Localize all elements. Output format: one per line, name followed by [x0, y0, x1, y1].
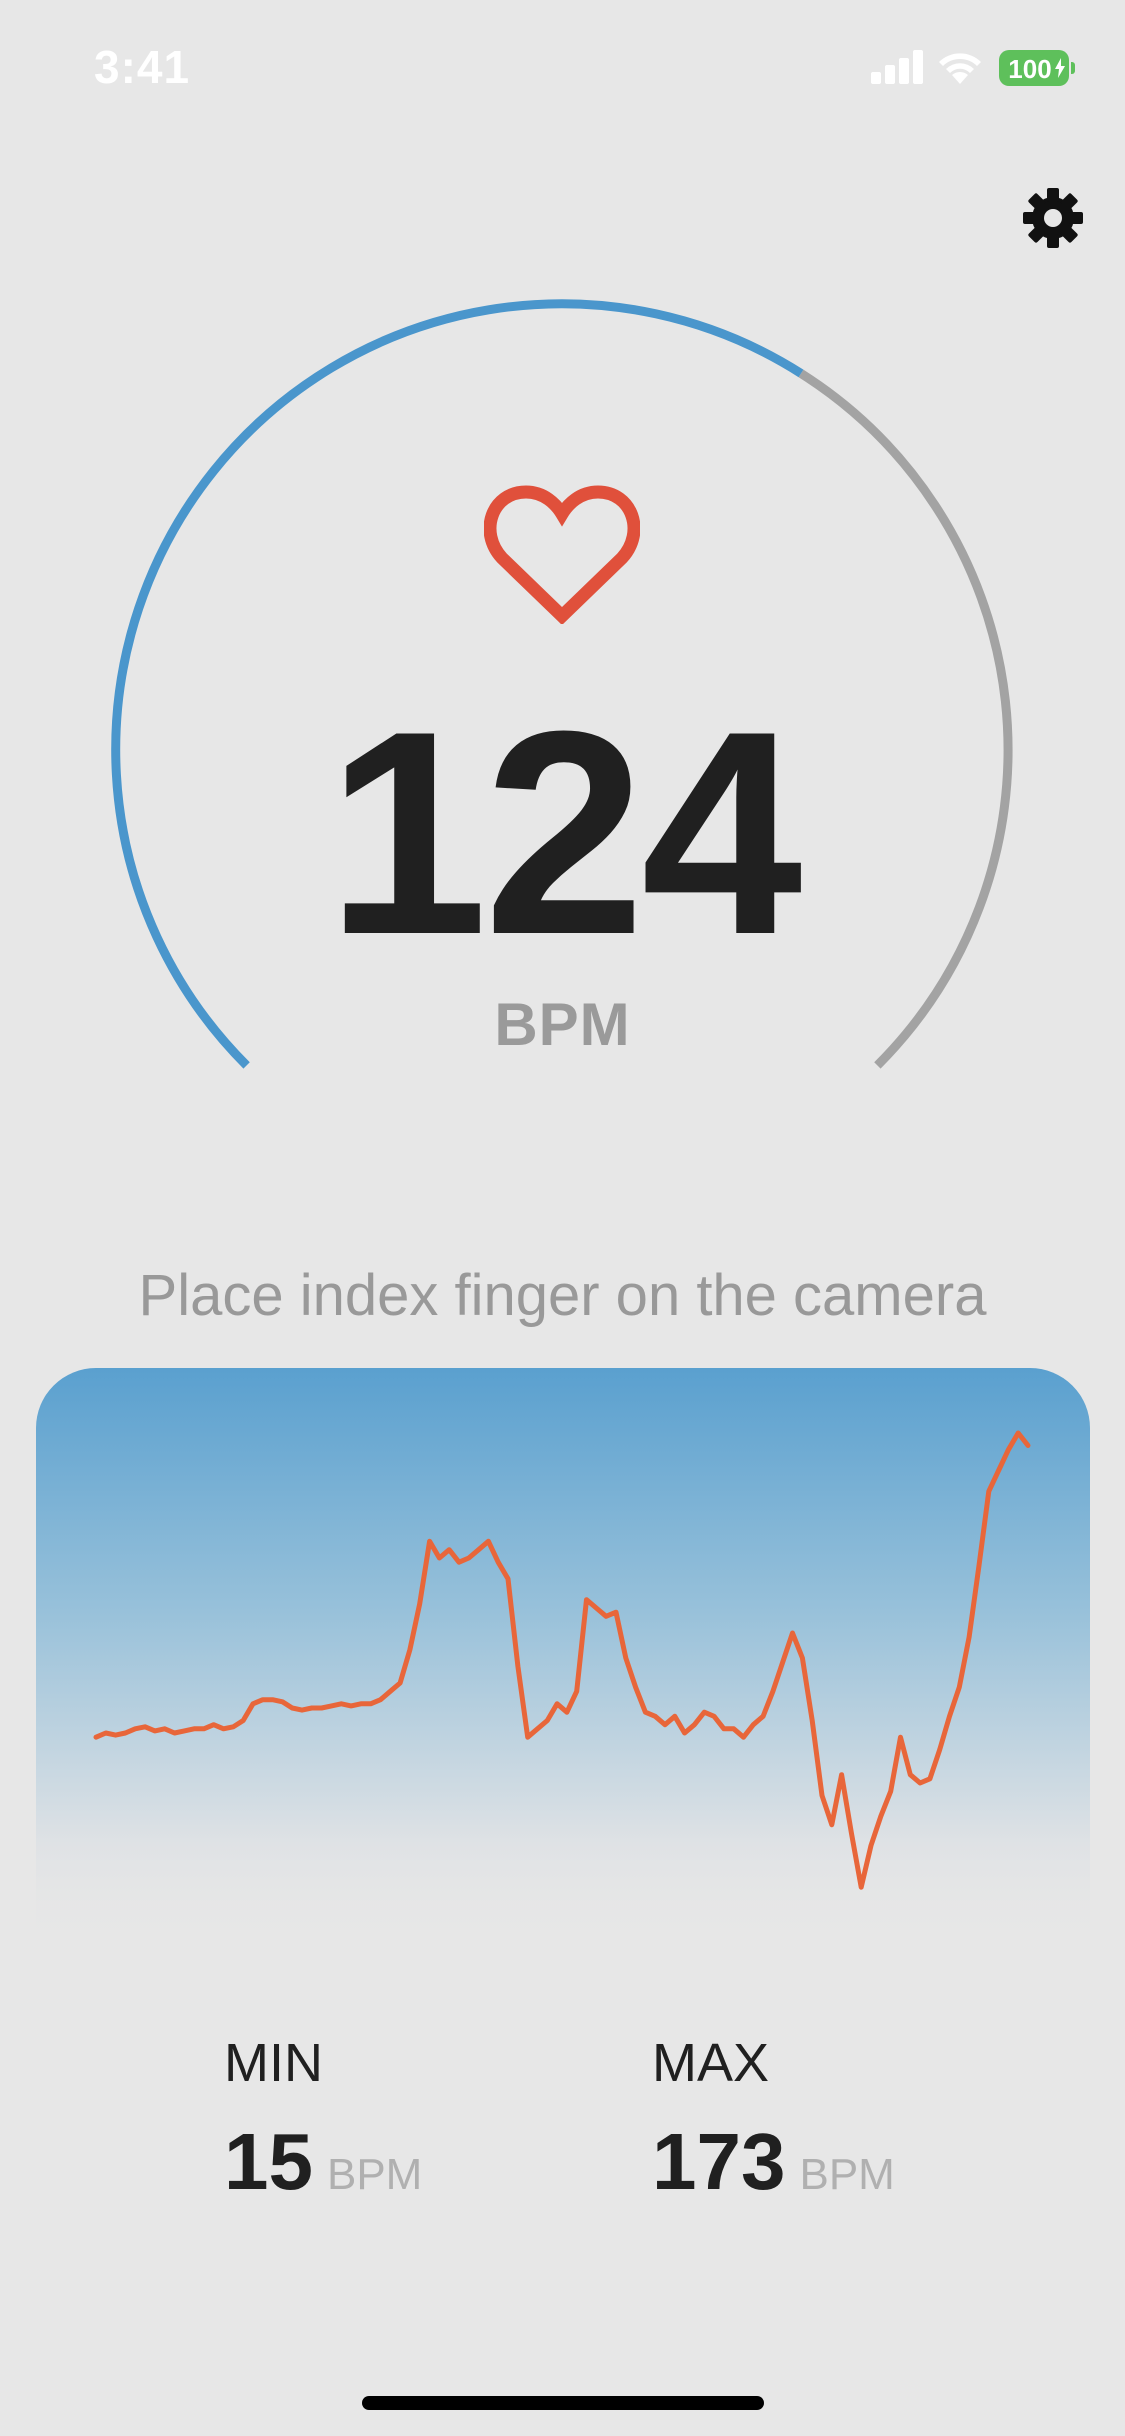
max-value: 173 — [652, 2117, 786, 2206]
bolt-icon — [1055, 58, 1065, 78]
bpm-gauge — [111, 299, 1013, 1069]
status-icons: 100 — [871, 44, 1077, 94]
instruction-text: Place index finger on the camera — [138, 1263, 987, 1328]
min-stat: MIN 15 BPM — [224, 2036, 422, 2208]
battery-icon: 100 — [999, 50, 1075, 86]
status-time: 3:41 — [94, 41, 191, 93]
status-bar: 3:41 100 — [0, 0, 1125, 140]
pulse-line — [93, 1430, 1031, 1890]
min-unit: BPM — [326, 2150, 423, 2199]
pulse-chart-svg — [36, 1368, 1090, 1948]
bpm-unit: BPM — [494, 991, 631, 1058]
min-label: MIN — [224, 2033, 323, 2093]
gear-icon[interactable] — [1021, 186, 1085, 250]
battery-cap — [1071, 62, 1075, 74]
pulse-chart — [36, 1368, 1090, 1948]
chart-background — [36, 1368, 1090, 1948]
wifi-icon — [939, 53, 981, 84]
max-label: MAX — [652, 2033, 770, 2093]
max-row: 173 BPM — [652, 2116, 895, 2208]
max-stat: MAX 173 BPM — [652, 2036, 895, 2208]
min-value: 15 — [224, 2117, 313, 2206]
bpm-value: 124 — [326, 671, 803, 995]
battery-level: 100 — [1008, 54, 1052, 84]
gauge-track — [798, 369, 1013, 1069]
home-indicator[interactable] — [362, 2396, 764, 2410]
min-row: 15 BPM — [224, 2116, 422, 2208]
max-unit: BPM — [799, 2150, 895, 2199]
heart-icon — [484, 485, 640, 624]
signal-icon — [871, 50, 923, 84]
gauge-progress — [111, 299, 804, 1069]
